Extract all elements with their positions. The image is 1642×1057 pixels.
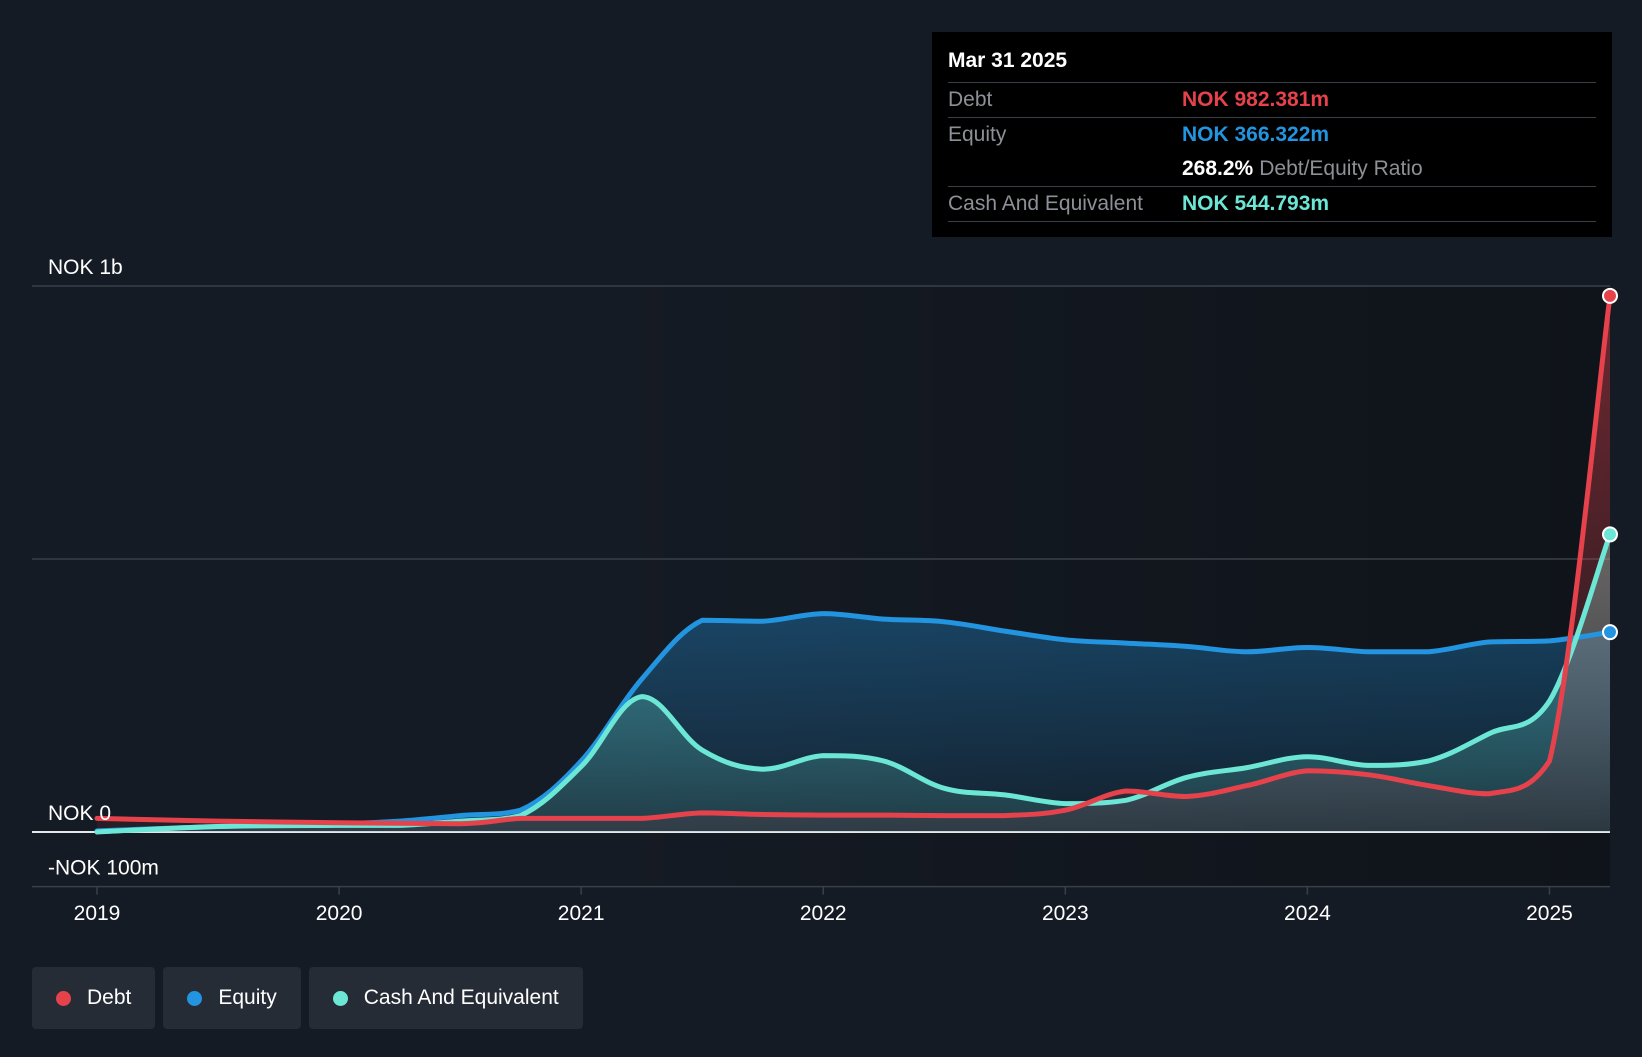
equity-end-marker bbox=[1602, 624, 1618, 641]
x-tick-label: 2024 bbox=[1284, 902, 1331, 925]
tooltip-ratio-spacer bbox=[948, 152, 1182, 186]
line-layer bbox=[94, 293, 1613, 835]
x-tick-label: 2025 bbox=[1526, 902, 1573, 925]
cash-dot-icon bbox=[332, 990, 348, 1006]
x-tick-label: 2023 bbox=[1042, 902, 1089, 925]
debt-line bbox=[94, 293, 1613, 827]
x-tick-label: 2020 bbox=[316, 902, 363, 925]
tooltip-date: Mar 31 2025 bbox=[948, 46, 1596, 83]
tooltip-ratio-value: 268.2% bbox=[1182, 157, 1254, 180]
equity-dot-icon bbox=[187, 990, 203, 1006]
legend-item-equity[interactable]: Equity bbox=[163, 967, 301, 1029]
y-tick-label: -NOK 100m bbox=[48, 857, 159, 880]
legend-cash-label: Cash And Equivalent bbox=[363, 986, 559, 1009]
tooltip-equity-label: Equity bbox=[948, 123, 1007, 146]
legend-item-debt[interactable]: Debt bbox=[32, 967, 156, 1029]
tooltip-debt-label: Debt bbox=[948, 88, 993, 111]
legend: Debt Equity Cash And Equivalent bbox=[32, 967, 583, 1029]
tooltip-cash-value: NOK 544.793m bbox=[1182, 192, 1330, 215]
legend-equity-label: Equity bbox=[218, 986, 277, 1009]
tooltip-row-debt: Debt NOK 982.381m bbox=[948, 83, 1596, 118]
x-tick-label: 2022 bbox=[800, 902, 847, 925]
cash-and-equivalent-end-marker bbox=[1602, 526, 1618, 543]
legend-item-cash[interactable]: Cash And Equivalent bbox=[308, 967, 583, 1029]
debt-end-marker bbox=[1602, 287, 1618, 304]
legend-debt-label: Debt bbox=[87, 986, 132, 1009]
tooltip-ratio-label: Debt/Equity Ratio bbox=[1259, 157, 1423, 180]
area-layer bbox=[97, 295, 1610, 832]
y-tick-label: NOK 0 bbox=[48, 802, 111, 825]
marker-layer bbox=[1602, 287, 1618, 641]
tooltip-equity-value: NOK 366.322m bbox=[1182, 123, 1330, 146]
tooltip-row-cash: Cash And Equivalent NOK 544.793m bbox=[948, 187, 1596, 222]
x-tick-label: 2019 bbox=[74, 902, 121, 925]
label-layer: NOK 1b NOK 0 -NOK 100m 2019 2020 2021 2022 2023… bbox=[48, 256, 1573, 925]
tooltip-row-equity: Equity NOK 366.322m bbox=[948, 118, 1596, 152]
tooltip-cash-label: Cash And Equivalent bbox=[948, 192, 1143, 215]
y-tick-label: NOK 1b bbox=[48, 256, 123, 279]
tooltip-debt-value: NOK 982.381m bbox=[1182, 88, 1330, 111]
tooltip-row-ratio: 268.2% Debt/Equity Ratio bbox=[948, 152, 1596, 187]
x-tick-label: 2021 bbox=[558, 902, 605, 925]
tooltip-panel: Mar 31 2025 Debt NOK 982.381m Equity NOK… bbox=[932, 32, 1612, 237]
debt-dot-icon bbox=[56, 990, 71, 1006]
equity-line bbox=[94, 611, 1613, 834]
